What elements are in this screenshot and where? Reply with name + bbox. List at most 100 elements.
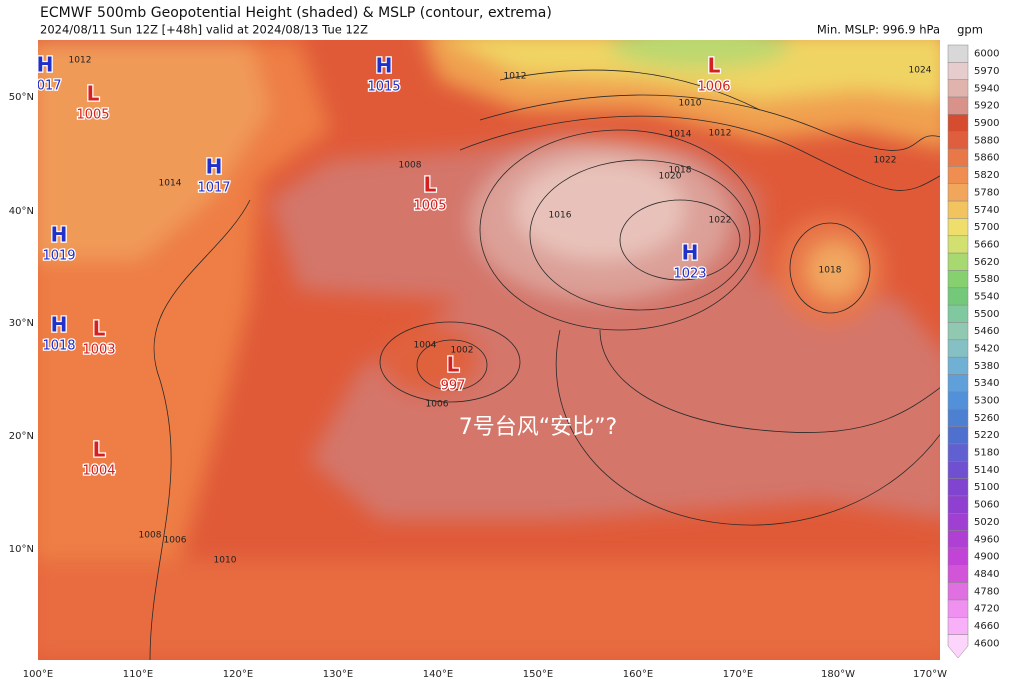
colorbar-label: 4660 [974,621,999,632]
isobar [379,321,521,403]
lon-label: 100°E [23,669,53,680]
lon-label: 110°E [123,669,153,680]
field-south [38,560,940,660]
center-symbol: H [51,223,68,247]
lat-label: 30°N [9,318,34,329]
lon-label: 140°E [423,669,453,680]
colorbar-swatch [947,131,969,150]
colorbar-swatch [947,530,969,549]
colorbar-swatch [947,218,969,237]
colorbar-swatch [947,617,969,635]
center-symbol: H [206,155,223,179]
contour-label: 1010 [679,99,702,109]
colorbar-label: 5660 [974,239,999,250]
colorbar-label: 4840 [974,569,999,580]
colorbar-swatch [947,96,969,115]
contour-label: 1014 [669,130,692,140]
isobar [499,69,761,111]
colorbar-swatch [947,252,969,271]
contour-label: 1018 [669,166,692,176]
center-value: 1017 [28,79,61,94]
center-value: 1019 [42,249,75,264]
colorbar-label: 5100 [974,482,999,493]
center-symbol: H [37,53,54,77]
colorbar-label: 5300 [974,396,999,407]
colorbar-label: 5420 [974,344,999,355]
colorbar-swatch [947,547,969,566]
colorbar-swatch [947,495,969,514]
colorbar-swatch [947,270,969,289]
colorbar-swatch [947,183,969,202]
colorbar-swatch [947,62,969,80]
colorbar-label: 4600 [974,638,999,649]
lon-label: 170°W [913,669,947,680]
center-value: 1017 [197,181,230,196]
colorbar-label: 5970 [974,66,999,77]
colorbar-label: 4780 [974,586,999,597]
colorbar-label: 5340 [974,378,999,389]
isobar [555,329,940,526]
colorbar-swatch [947,599,969,618]
colorbar-swatch [947,391,969,410]
contour-label: 1012 [709,129,732,139]
isobar [479,94,940,151]
field-typhoon [380,325,480,395]
colorbar-swatch [947,478,969,497]
colorbar-label: 5060 [974,500,999,511]
colorbar-label: 5700 [974,222,999,233]
center-value: 1018 [42,339,75,354]
center-symbol: H [51,313,68,337]
colorbar-swatch [947,565,969,583]
field-green [610,40,790,69]
isobar [599,329,940,433]
center-value: 1006 [697,80,730,95]
colorbar-label: 5180 [974,448,999,459]
colorbar-swatch [947,582,969,601]
center-value: 1015 [367,80,400,95]
colorbar-label: 5860 [974,153,999,164]
colorbar-swatch [947,339,969,358]
colorbar-swatch [947,513,969,531]
colorbar-label: 5940 [974,83,999,94]
center-symbol: L [93,317,106,341]
center-symbol: L [87,82,100,106]
center-value: 1005 [76,108,109,123]
lon-label: 170°E [723,669,753,680]
colorbar-swatch [947,304,969,323]
center-symbol: L [447,353,460,377]
colorbar-swatch [947,200,969,219]
contour-label: 1022 [709,216,732,226]
center-symbol: L [93,438,106,462]
colorbar-swatch [947,79,969,98]
colorbar-label: 5820 [974,170,999,181]
contour-label: 1008 [139,531,162,541]
center-value: 1003 [82,343,115,358]
field-light-west [38,40,270,260]
colorbar-swatch [947,44,969,63]
field-ring-core [807,242,863,298]
colorbar-label: 5540 [974,291,999,302]
contour-label: 1006 [426,400,449,410]
colorbar-label: 5920 [974,101,999,112]
center-symbol: H [682,241,699,265]
isobar [789,222,871,314]
lat-label: 50°N [9,92,34,103]
contour-label: 1008 [399,161,422,171]
lon-label: 120°E [223,669,253,680]
isobar [416,339,488,391]
contour-label: 1006 [164,536,187,546]
contour-label: 1022 [874,156,897,166]
colorbar-swatch [947,166,969,184]
colorbar-swatch [947,460,969,479]
contour-label: 1018 [819,266,842,276]
colorbar-swatch [947,443,969,462]
lat-label: 10°N [9,544,34,555]
colorbar-label: 5580 [974,274,999,285]
colorbar-label: 5140 [974,465,999,476]
center-symbol: H [376,54,393,78]
colorbar-label: 5260 [974,413,999,424]
center-symbol: L [708,54,721,78]
